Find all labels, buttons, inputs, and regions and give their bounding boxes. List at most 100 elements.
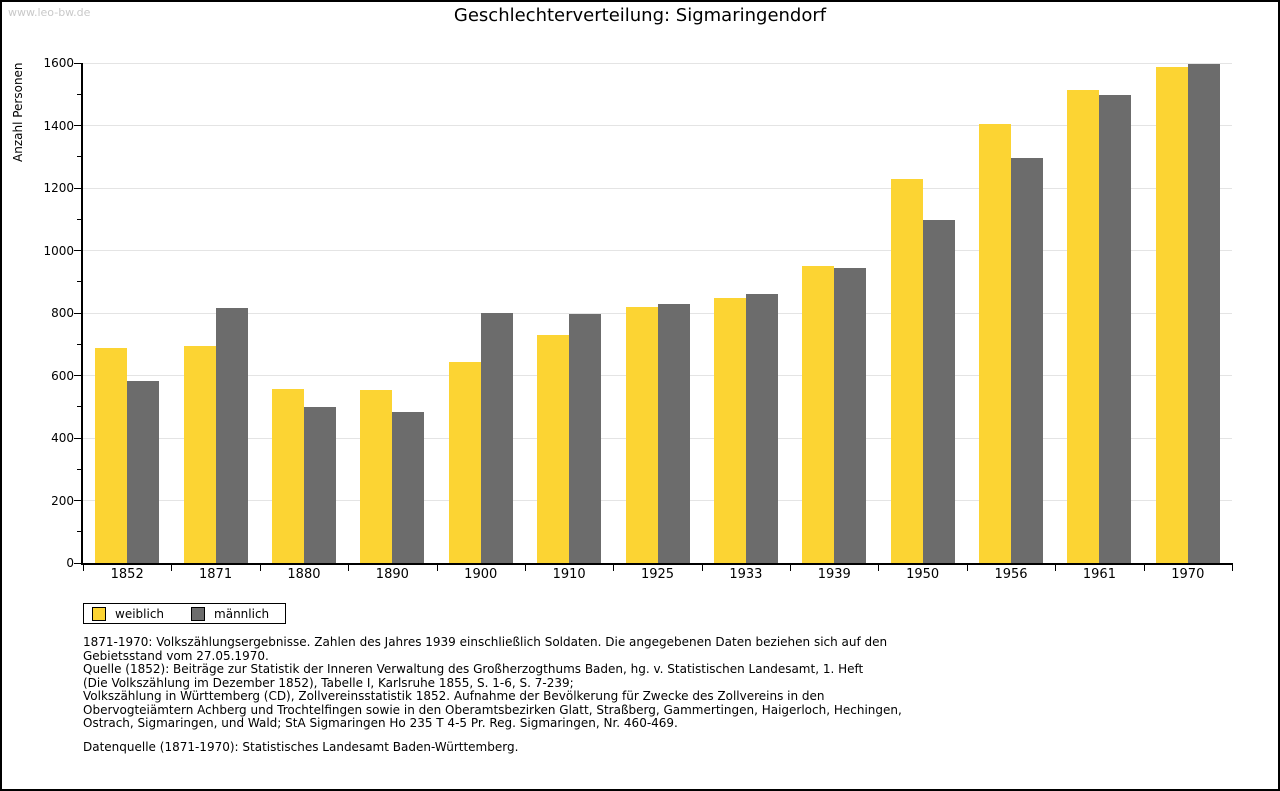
y-major-tick-800 [74,312,81,314]
bar-männlich-1910 [569,314,602,563]
y-tick-label-1400: 1400 [43,118,74,133]
legend-label-weiblich: weiblich [115,606,165,621]
x-tick-label-1956: 1956 [994,567,1028,582]
bar-männlich-1956 [1011,158,1044,563]
x-tick-label-1961: 1961 [1082,567,1116,582]
bar-weiblich-1950 [890,179,923,563]
x-axis-line [81,563,1233,565]
x-tick-label-1880: 1880 [287,567,321,582]
x-tick-2 [259,565,261,571]
x-tick-label-1890: 1890 [375,567,409,582]
x-tick-6 [613,565,615,571]
bar-weiblich-1852 [95,348,128,563]
footnote-line-1: 1871-1970: Volkszählungsergebnisse. Zahl… [83,635,888,649]
bar-weiblich-1956 [979,124,1012,563]
x-tick-10 [966,565,968,571]
y-axis-title: Anzahl Personen [11,62,25,162]
y-major-tick-1200 [74,187,81,189]
x-tick-label-1933: 1933 [729,567,763,582]
bar-männlich-1880 [303,407,336,563]
legend: weiblich männlich [83,603,287,624]
y-tick-label-1000: 1000 [43,243,74,258]
x-tick-label-1925: 1925 [640,567,675,582]
x-tick-3 [348,565,350,571]
bar-männlich-1852 [127,381,160,563]
gridline-1200 [83,187,1232,189]
x-tick-label-1871: 1871 [199,567,233,582]
bar-männlich-1961 [1099,95,1132,563]
y-tick-label-1600: 1600 [43,56,74,70]
bar-männlich-1925 [657,304,690,563]
bar-weiblich-1939 [802,266,835,563]
x-tick-label-1910: 1910 [552,567,586,582]
y-major-tick-400 [74,437,81,439]
y-minor-tick-1500 [77,93,81,95]
footnote-line-5: Volkszählung in Württemberg (CD), Zollve… [83,689,825,703]
footnote-line-2: Gebietsstand vom 27.05.1970. [83,648,269,663]
bar-weiblich-1970 [1155,67,1188,563]
y-major-tick-1000 [74,250,81,251]
x-tick-label-1970: 1970 [1171,567,1205,582]
x-tick-0 [83,565,84,571]
x-tick-5 [524,565,526,571]
footnote-line-6: Obervogteiämtern Achberg und Trochtelfin… [83,702,902,717]
x-tick-label-1950: 1950 [906,567,940,582]
bar-männlich-1970 [1187,64,1220,563]
bar-weiblich-1900 [448,362,481,563]
legend-label-männlich: männlich [214,606,270,621]
legend-item-weiblich: weiblich [92,606,165,621]
x-tick-12 [1143,565,1145,571]
y-tick-label-1200: 1200 [43,181,74,195]
bar-männlich-1890 [392,412,425,563]
bar-weiblich-1910 [537,335,570,563]
chart-title: Geschlechterverteilung: Sigmaringendorf [453,5,827,26]
legend-swatch-männlich [191,606,206,621]
y-major-tick-0 [74,562,81,564]
x-tick-7 [701,565,703,571]
watermark: www.leo-bw.de [8,6,91,19]
bar-männlich-1950 [922,220,955,563]
x-tick-label-1852: 1852 [110,567,144,582]
bar-männlich-1871 [215,308,248,563]
y-minor-tick-900 [77,281,81,283]
x-tick-8 [790,565,792,571]
bar-weiblich-1933 [713,298,746,563]
footnote-line-4: (Die Volkszählung im Dezember 1852), Tab… [83,675,574,690]
gridline-1600 [83,63,1232,64]
y-axis-line [81,63,83,565]
gridline-1400 [83,125,1232,126]
y-major-tick-600 [74,375,81,376]
bar-männlich-1900 [480,313,513,563]
bar-männlich-1933 [745,294,778,563]
y-minor-tick-500 [77,406,81,408]
plot-area [83,63,1232,563]
y-tick-label-600: 600 [51,368,74,383]
gridline-1000 [83,250,1232,251]
bar-weiblich-1871 [183,346,216,563]
x-tick-4 [436,565,438,571]
y-minor-tick-1100 [77,218,81,220]
legend-item-männlich: männlich [191,606,270,621]
y-tick-label-800: 800 [51,306,74,320]
legend-swatch-weiblich [92,606,106,621]
footnote-line-7: Ostrach, Sigmaringen, und Wald; StA Sigm… [83,716,678,730]
y-minor-tick-700 [77,343,81,345]
y-major-tick-1400 [74,125,81,126]
x-tick-label-1900: 1900 [464,567,498,582]
bar-weiblich-1890 [360,390,393,563]
y-tick-label-0: 0 [66,556,74,570]
y-tick-label-400: 400 [51,431,74,445]
x-tick-label-1939: 1939 [817,567,851,582]
y-tick-label-200: 200 [51,493,74,508]
footnotes: 1871-1970: Volkszählungsergebnisse. Zahl… [83,635,902,754]
y-minor-tick-100 [77,531,81,533]
y-minor-tick-1300 [77,156,81,158]
bar-weiblich-1961 [1067,90,1100,563]
bar-weiblich-1880 [271,389,304,563]
x-tick-13 [1232,565,1233,571]
x-tick-1 [171,565,173,571]
y-major-tick-1600 [74,62,81,64]
y-minor-tick-300 [77,468,81,470]
x-tick-9 [878,565,880,571]
